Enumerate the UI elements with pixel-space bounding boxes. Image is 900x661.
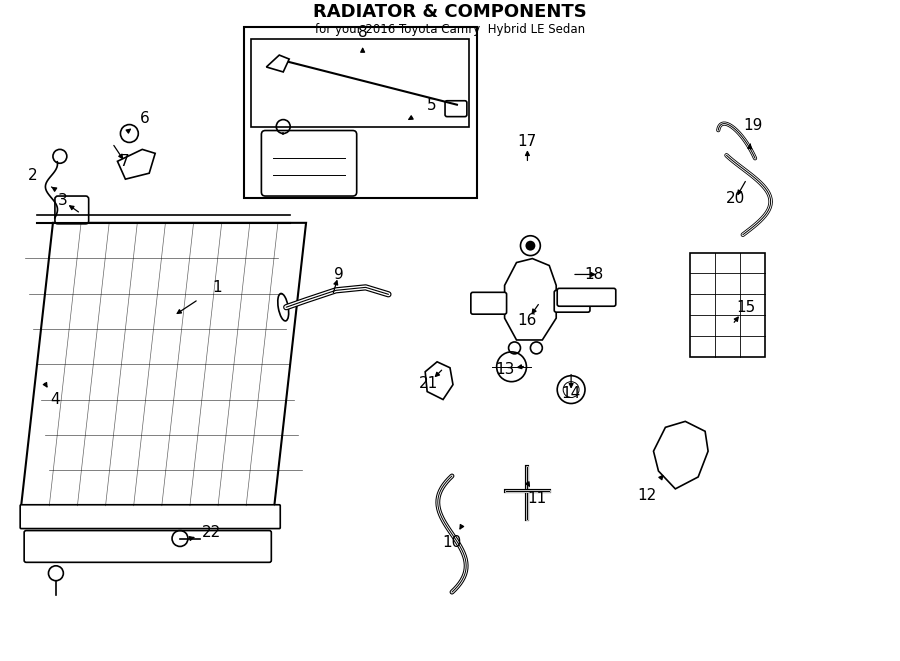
Bar [251,39,469,126]
Text: 3: 3 [58,194,68,208]
FancyBboxPatch shape [55,196,89,224]
Text: 14: 14 [562,386,580,401]
FancyBboxPatch shape [20,505,280,529]
Bar [244,27,477,198]
Text: 13: 13 [495,362,514,377]
Text: 21: 21 [418,376,437,391]
FancyBboxPatch shape [445,100,467,116]
FancyBboxPatch shape [554,290,590,312]
Text: 16: 16 [518,313,537,328]
Text: 7: 7 [120,154,130,169]
Text: 19: 19 [743,118,762,133]
Text: 2: 2 [28,168,38,182]
Text: 17: 17 [518,134,537,149]
FancyBboxPatch shape [471,292,507,314]
FancyBboxPatch shape [261,130,356,196]
Circle shape [526,241,536,251]
Text: 22: 22 [202,525,221,540]
Text: 20: 20 [726,190,745,206]
Text: for your 2016 Toyota Camry  Hybrid LE Sedan: for your 2016 Toyota Camry Hybrid LE Sed… [315,22,585,36]
Text: 11: 11 [527,491,547,506]
Text: RADIATOR & COMPONENTS: RADIATOR & COMPONENTS [313,3,587,21]
Text: 10: 10 [443,535,462,550]
FancyBboxPatch shape [24,531,271,563]
Text: 4: 4 [50,392,59,407]
Text: 12: 12 [637,488,656,503]
Text: 9: 9 [334,267,344,282]
Text: 1: 1 [212,280,221,295]
FancyBboxPatch shape [557,288,616,306]
Text: 5: 5 [428,98,436,113]
Text: 18: 18 [584,267,604,282]
Bar [690,253,765,357]
Text: 15: 15 [736,299,755,315]
Text: 6: 6 [140,111,149,126]
Text: 8: 8 [358,24,367,40]
